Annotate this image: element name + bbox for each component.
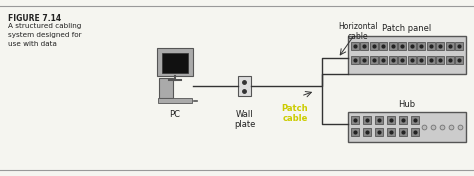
Text: A structured cabling: A structured cabling	[8, 23, 82, 29]
Bar	[363, 128, 371, 136]
Bar	[375, 116, 383, 124]
Bar	[408, 42, 416, 50]
Text: use with data: use with data	[8, 41, 57, 47]
Text: Horizontal
cable: Horizontal cable	[338, 22, 378, 41]
Text: Patch
cable: Patch cable	[282, 104, 308, 123]
Bar	[455, 42, 463, 50]
Bar	[398, 42, 406, 50]
Text: Patch panel: Patch panel	[383, 24, 432, 33]
Bar	[408, 56, 416, 64]
Bar	[159, 78, 173, 98]
Bar	[417, 56, 425, 64]
Bar	[387, 116, 395, 124]
Bar	[446, 56, 454, 64]
Bar	[360, 42, 368, 50]
Bar	[427, 42, 435, 50]
Bar	[348, 112, 466, 142]
Bar	[427, 56, 435, 64]
Bar	[351, 56, 359, 64]
Bar	[370, 42, 378, 50]
Bar	[157, 48, 193, 76]
Bar	[389, 42, 397, 50]
Bar	[417, 42, 425, 50]
Bar	[379, 56, 387, 64]
Bar	[411, 128, 419, 136]
Bar	[379, 42, 387, 50]
Bar	[351, 128, 359, 136]
Text: FIGURE 7.14: FIGURE 7.14	[8, 14, 61, 23]
Text: PC: PC	[170, 110, 181, 119]
Bar	[455, 56, 463, 64]
Bar	[436, 42, 444, 50]
Bar	[436, 56, 444, 64]
Bar	[238, 76, 251, 96]
Bar	[370, 56, 378, 64]
Bar	[351, 116, 359, 124]
Bar	[399, 116, 407, 124]
Bar	[411, 116, 419, 124]
Bar	[363, 116, 371, 124]
Bar	[351, 42, 359, 50]
Bar	[398, 56, 406, 64]
Text: system designed for: system designed for	[8, 32, 82, 38]
Bar	[375, 128, 383, 136]
Text: Hub: Hub	[399, 100, 416, 109]
Bar	[446, 42, 454, 50]
Bar	[399, 128, 407, 136]
Bar	[348, 36, 466, 74]
Bar	[360, 56, 368, 64]
Bar	[389, 56, 397, 64]
Bar	[387, 128, 395, 136]
Text: Wall
plate: Wall plate	[234, 110, 255, 129]
Bar	[158, 98, 192, 103]
Bar	[162, 53, 188, 73]
